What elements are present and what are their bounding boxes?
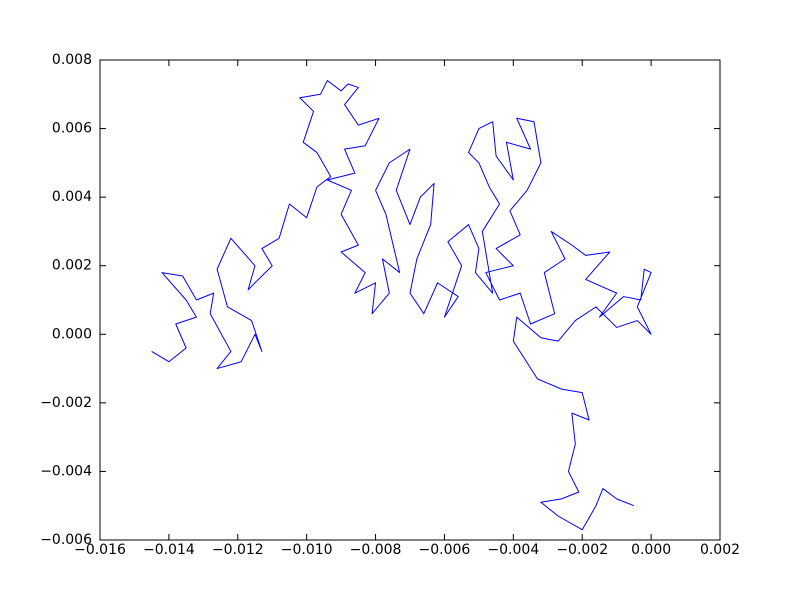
plot-frame [99, 59, 721, 541]
x-tick-label: −0.010 [281, 542, 333, 558]
y-tick-label: 0.000 [52, 326, 92, 342]
x-tick-label: −0.012 [212, 542, 264, 558]
y-tick-label: 0.002 [52, 258, 92, 274]
x-tick-label: −0.006 [419, 542, 471, 558]
y-tick-label: −0.002 [40, 395, 92, 411]
y-tick-label: 0.004 [52, 189, 92, 205]
y-tick-label: −0.006 [40, 532, 92, 548]
y-tick-label: 0.006 [52, 121, 92, 137]
y-tick-label: −0.004 [40, 463, 92, 479]
y-tick-label: 0.008 [52, 52, 92, 68]
x-tick-label: −0.014 [143, 542, 195, 558]
line-series [151, 80, 652, 531]
x-tick-label: −0.002 [556, 542, 608, 558]
x-tick-label: −0.004 [487, 542, 539, 558]
x-tick-label: 0.002 [700, 542, 740, 558]
x-tick-label: 0.000 [631, 542, 671, 558]
x-tick-label: −0.016 [74, 542, 126, 558]
x-tick-label: −0.008 [350, 542, 402, 558]
